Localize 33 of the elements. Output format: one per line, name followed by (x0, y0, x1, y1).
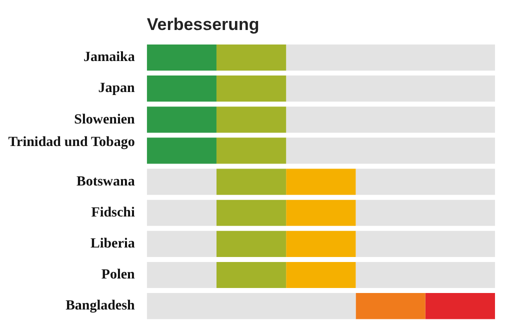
y-tick-label: Japan (98, 81, 136, 96)
y-tick-label: Botswana (76, 174, 135, 190)
chart-title: Verbesserung (146, 15, 260, 34)
bar (146, 44, 216, 71)
bar (356, 168, 495, 195)
y-tick-label: Slowenien (74, 112, 136, 128)
bar (286, 168, 356, 195)
y-tick-label: Fidschi (91, 205, 135, 220)
bar (146, 200, 216, 226)
bar (146, 106, 216, 133)
bar (356, 200, 495, 226)
bar (286, 106, 495, 133)
bar (356, 293, 426, 320)
bar (146, 138, 216, 164)
y-tick-label: Polen (101, 268, 136, 283)
bar (286, 200, 356, 226)
bar (146, 168, 216, 195)
bar (286, 230, 356, 257)
y-tick-label: Bangladesh (66, 298, 136, 314)
bar (146, 230, 216, 257)
bar (146, 76, 216, 102)
bar (286, 44, 495, 71)
y-tick-label: Trinidad und Tobago (8, 134, 135, 150)
y-tick-label: Jamaika (84, 50, 135, 66)
bar (146, 293, 356, 320)
bar (286, 138, 495, 164)
bar (146, 262, 216, 288)
y-tick-label: Liberia (90, 236, 135, 252)
bar (356, 230, 495, 257)
bar (286, 262, 356, 288)
bar (425, 293, 495, 320)
bar (286, 76, 495, 102)
bar (356, 262, 495, 288)
